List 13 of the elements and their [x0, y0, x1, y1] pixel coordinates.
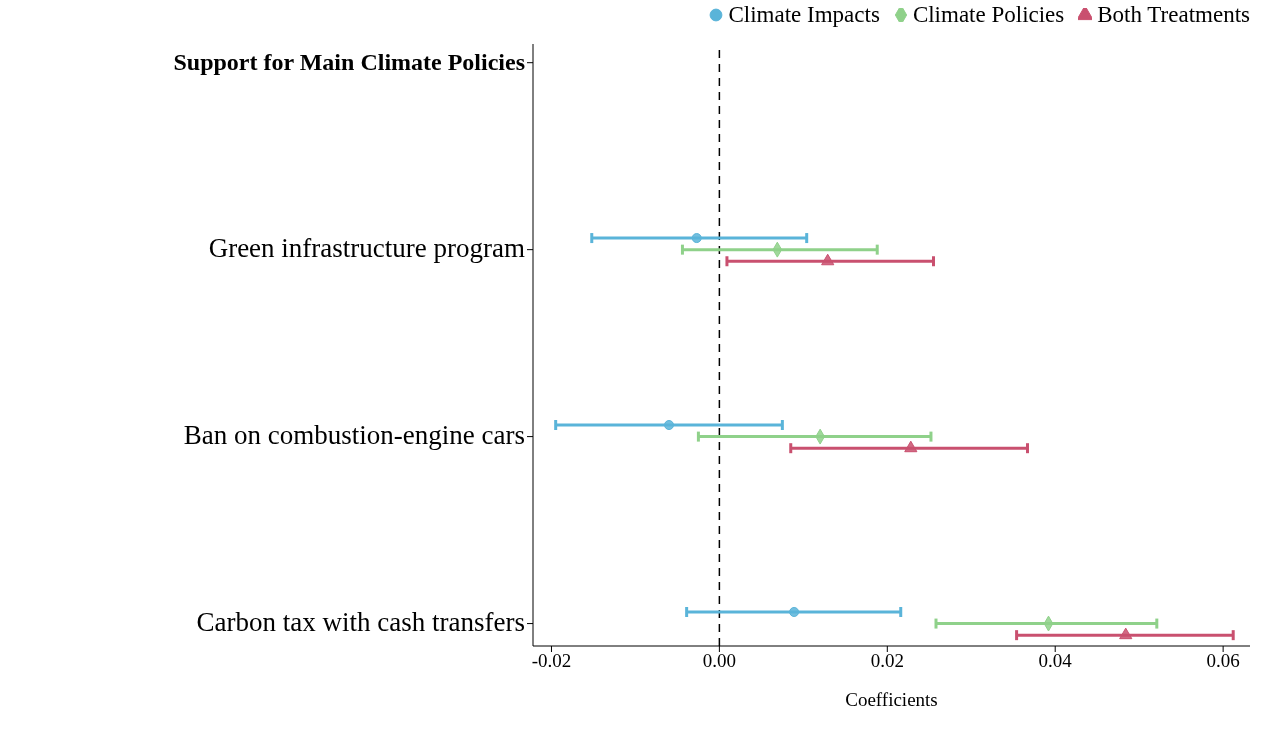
- x-tick-label: 0.06: [1206, 650, 1240, 672]
- x-axis-title: Coefficients: [845, 689, 938, 710]
- x-tick-label: 0.02: [870, 650, 904, 672]
- legend-label: Both Treatments: [1097, 2, 1250, 28]
- legend-label: Climate Policies: [912, 2, 1065, 28]
- x-tick-label: -0.02: [531, 650, 572, 672]
- y-tick-label: Support for Main Climate Policies: [173, 48, 525, 75]
- legend-label: Climate Impacts: [728, 2, 880, 28]
- x-tick-label: 0.00: [702, 650, 737, 672]
- y-tick-label: Carbon tax with cash transfers: [196, 606, 525, 637]
- y-tick-label: Green infrastructure program: [208, 232, 525, 263]
- y-tick-label: Ban on combustion-engine cars: [183, 419, 525, 450]
- x-tick-label: 0.04: [1038, 650, 1073, 672]
